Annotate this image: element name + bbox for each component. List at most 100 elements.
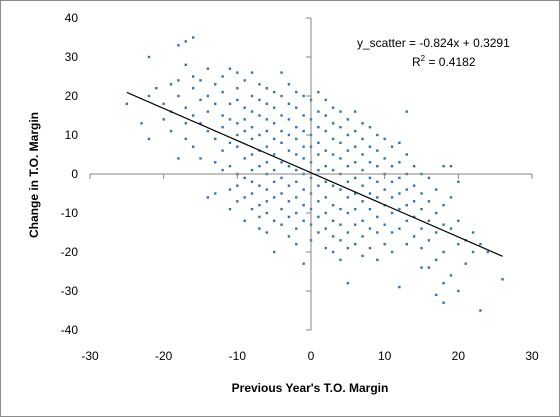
data-point — [258, 83, 261, 86]
data-point — [354, 161, 357, 164]
data-point — [265, 87, 268, 90]
data-point — [258, 114, 261, 117]
data-point — [206, 110, 210, 113]
data-point — [265, 129, 268, 133]
x-tick-label: 10 — [378, 349, 392, 363]
data-point — [250, 126, 254, 129]
data-point — [199, 98, 202, 102]
x-tick-label: -10 — [229, 349, 247, 363]
data-point — [420, 207, 423, 211]
data-point — [354, 192, 357, 195]
data-point — [206, 67, 210, 70]
data-point — [206, 196, 210, 199]
data-point — [383, 223, 386, 226]
y-tick-label: -20 — [61, 245, 79, 259]
data-point — [427, 200, 431, 203]
data-point — [214, 83, 217, 86]
data-point — [471, 250, 475, 254]
data-point — [243, 196, 246, 199]
data-point — [486, 250, 489, 254]
data-point — [376, 149, 379, 152]
data-point — [287, 118, 291, 121]
data-point — [368, 192, 372, 195]
data-point — [228, 141, 232, 144]
y-tick-label: -40 — [61, 323, 79, 337]
data-point — [272, 219, 276, 222]
data-point — [228, 188, 232, 191]
data-point — [287, 235, 291, 238]
data-point — [390, 211, 394, 215]
data-point — [420, 227, 423, 230]
data-point — [383, 188, 386, 191]
data-point — [346, 180, 350, 183]
data-point — [398, 207, 401, 211]
data-point — [324, 211, 327, 215]
data-point — [287, 149, 291, 152]
data-point — [324, 149, 327, 152]
data-point — [331, 137, 335, 141]
data-point — [280, 129, 283, 133]
data-point — [250, 180, 254, 183]
data-point — [295, 137, 298, 141]
data-point — [317, 215, 320, 219]
data-point — [346, 231, 350, 234]
data-point — [354, 129, 357, 133]
data-point — [346, 118, 350, 121]
data-point — [295, 180, 298, 183]
data-point — [295, 153, 298, 156]
data-point — [449, 196, 453, 199]
data-point — [383, 137, 386, 141]
data-point — [258, 98, 261, 102]
data-point — [295, 106, 298, 109]
data-point — [302, 145, 305, 148]
data-point — [324, 180, 327, 183]
data-point — [442, 282, 445, 285]
data-point — [272, 168, 276, 172]
data-point — [435, 258, 438, 261]
data-point — [339, 141, 342, 144]
data-point — [280, 141, 283, 144]
data-point — [287, 165, 291, 168]
data-point — [265, 118, 268, 121]
r-squared-superscript: 2 — [421, 54, 426, 63]
data-point — [236, 98, 239, 102]
data-point — [272, 122, 276, 125]
data-point — [191, 87, 195, 90]
data-point — [236, 200, 239, 203]
data-point — [449, 274, 453, 277]
data-point — [265, 231, 268, 234]
data-point — [331, 168, 335, 172]
data-point — [317, 168, 320, 172]
data-point — [162, 102, 165, 105]
data-point — [147, 137, 151, 141]
data-point — [398, 161, 401, 164]
data-point — [331, 106, 335, 109]
data-point — [295, 196, 298, 199]
data-point — [317, 153, 320, 156]
data-point — [295, 126, 298, 129]
data-point — [346, 211, 350, 215]
data-point — [317, 126, 320, 129]
data-point — [435, 188, 438, 191]
data-point — [501, 278, 504, 281]
data-point — [258, 204, 261, 207]
data-point — [368, 227, 372, 230]
trendline-equation: y_scatter = -0.824x + 0.3291 — [357, 36, 510, 50]
data-point — [236, 71, 239, 74]
data-point — [361, 153, 364, 156]
data-point — [317, 231, 320, 234]
data-point — [376, 196, 379, 199]
data-point — [331, 204, 335, 207]
data-point — [177, 157, 180, 160]
data-point — [390, 250, 394, 254]
data-point — [331, 184, 335, 187]
data-point — [368, 207, 372, 211]
data-point — [243, 129, 246, 133]
data-point — [272, 250, 276, 254]
data-point — [435, 231, 438, 234]
data-point — [457, 289, 460, 293]
data-point — [339, 188, 342, 191]
data-point — [243, 157, 246, 160]
data-point — [420, 246, 423, 250]
